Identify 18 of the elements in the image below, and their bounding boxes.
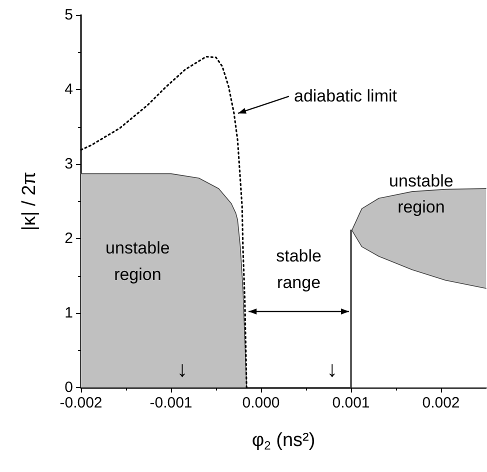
annotation: ↓ xyxy=(326,356,338,382)
y-tick-label: 0 xyxy=(64,379,73,396)
x-tick-label: 0.000 xyxy=(242,394,280,412)
y-tick-label: 1 xyxy=(64,304,73,322)
x-tick-label: -0.002 xyxy=(60,394,102,412)
x-tick-label: 0.002 xyxy=(422,394,460,412)
y-tick-label: 4 xyxy=(64,81,73,98)
annotation: ↓ xyxy=(176,356,188,382)
y-tick-label: 2 xyxy=(64,230,73,247)
x-tick-label: 0.001 xyxy=(332,394,370,412)
annotation: stable range xyxy=(276,246,322,292)
y-tick-label: 3 xyxy=(64,156,73,172)
annotation: unstable region xyxy=(389,171,454,217)
annotation: adiabatic limit xyxy=(294,86,398,106)
x-tick-label: -0.001 xyxy=(150,394,192,412)
annotation: unstable region xyxy=(106,238,170,284)
y-tick-label: 5 xyxy=(64,6,73,24)
y-axis-title: |κ| / 2π xyxy=(19,172,40,231)
